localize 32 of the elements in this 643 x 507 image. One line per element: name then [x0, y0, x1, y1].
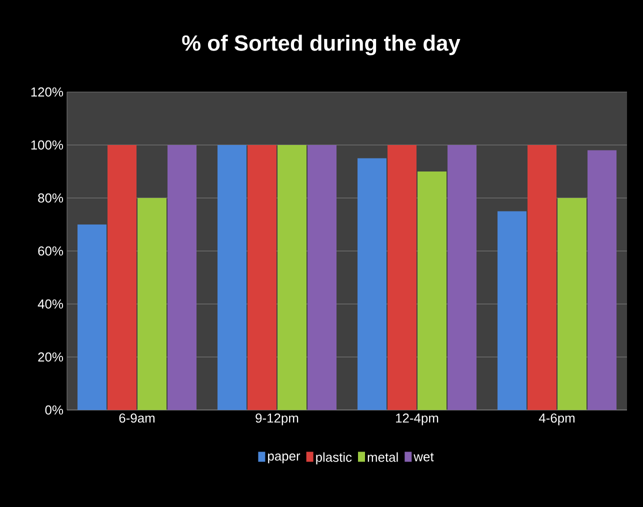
bar — [278, 144, 307, 410]
bar — [358, 158, 387, 410]
x-tick-label: 4-6pm — [538, 414, 574, 426]
bar — [138, 198, 166, 410]
bar — [168, 144, 196, 410]
bar — [418, 171, 447, 410]
y-tick-label: 100% — [31, 140, 64, 150]
x-tick-label: 12-4pm — [396, 414, 438, 426]
bar — [78, 224, 106, 410]
y-tick-label: 120% — [31, 87, 64, 97]
bar — [558, 198, 587, 410]
bar — [388, 144, 417, 410]
x-tick-label: 9-12pm — [256, 414, 298, 426]
legend-label: paper — [268, 454, 300, 464]
bar — [308, 144, 337, 410]
y-tick-label: 80% — [38, 193, 64, 203]
chart-title: % of Sorted during the day — [182, 34, 460, 56]
x-tick-label: 6-9am — [119, 414, 154, 423]
legend-label: metal — [368, 452, 398, 462]
legend-label: wet — [414, 452, 434, 462]
bar — [218, 144, 246, 410]
y-tick-label: 60% — [38, 246, 64, 256]
y-tick-label: 20% — [38, 352, 64, 362]
y-tick-label: 40% — [38, 299, 64, 309]
bar — [528, 144, 557, 410]
legend-label: plastic — [316, 452, 352, 464]
bar — [498, 211, 527, 410]
bar — [448, 144, 477, 410]
bar — [588, 150, 617, 410]
y-tick-label: 0% — [45, 405, 64, 415]
bar — [248, 144, 276, 410]
bar — [108, 144, 136, 410]
